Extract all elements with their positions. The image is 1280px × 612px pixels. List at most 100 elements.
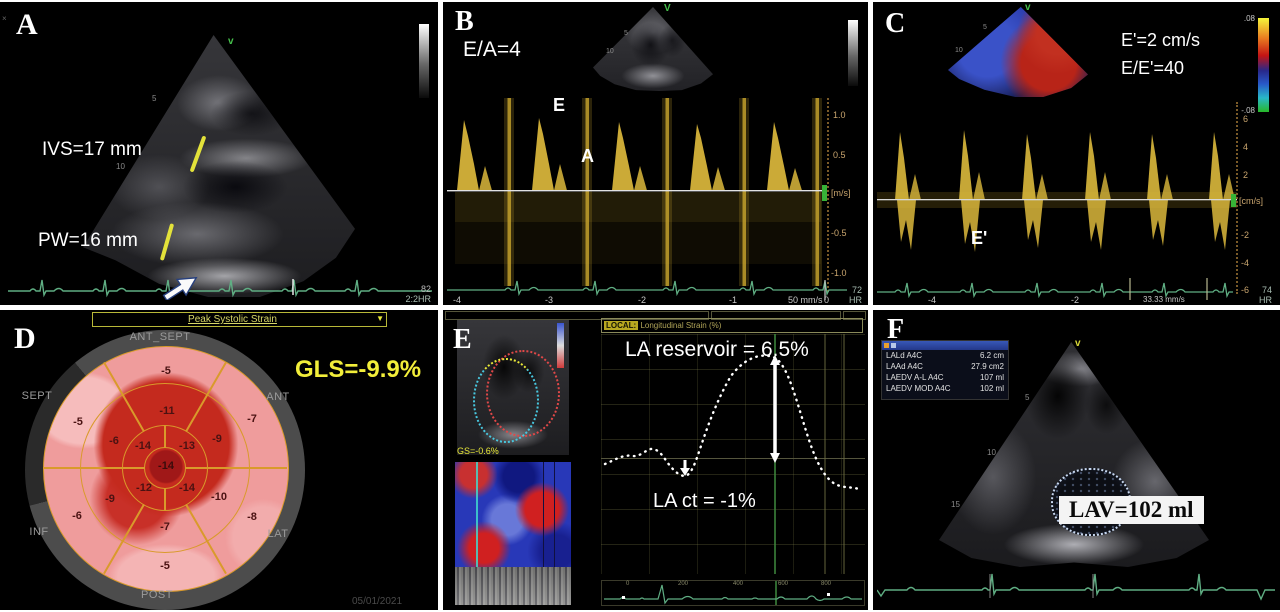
- measurement-table: LALd A4C 6.2 cm LAAd A4C 27.9 cm2 LAEDV A-…: [881, 340, 1009, 400]
- time-tick: -3: [545, 295, 554, 305]
- strain-curve-chart: LOCAL: Longitudinal Strain (%) LA reserv…: [601, 318, 865, 606]
- panel-label: E: [453, 324, 472, 355]
- sweep-speed: 33.33 mm/s: [1143, 295, 1185, 304]
- depth-mark: 5: [152, 94, 157, 103]
- velocity-axis: [827, 98, 829, 292]
- region-label: INF: [29, 526, 49, 538]
- segment-value: -11: [159, 405, 175, 417]
- segment-value: -5: [160, 560, 170, 572]
- a-wave-label: A: [581, 146, 594, 166]
- segment-value: -7: [160, 521, 170, 533]
- ea-ratio-label: E/A=4: [463, 38, 521, 61]
- mmode-cursor: [475, 462, 478, 567]
- velocity-colorbar: [1258, 18, 1269, 112]
- tissue-doppler-spectrum: [877, 130, 1237, 252]
- heart-rate-label: HR: [849, 295, 862, 305]
- segment-value: -8: [247, 511, 257, 523]
- colorbar-min: -.08: [1241, 106, 1255, 115]
- region-label: SEPT: [21, 390, 53, 402]
- panel-label: D: [14, 322, 36, 355]
- ecg-trace: [877, 573, 1275, 601]
- mmode-line: [543, 462, 545, 567]
- grayscale-bar: [848, 20, 858, 86]
- axis-tick: -1.0: [831, 268, 847, 278]
- bullseye-spoke: [43, 467, 123, 469]
- la-reservoir-label: LA reservoir = 6.5%: [625, 338, 809, 361]
- orientation-marker-icon: V: [664, 3, 671, 14]
- strain-curve: [603, 334, 863, 574]
- panel-label: F: [887, 314, 905, 345]
- colorbar-max: .08: [1243, 14, 1255, 23]
- chart-header: LOCAL: Longitudinal Strain (%): [601, 318, 863, 333]
- panel-d-strain-bullseye: Peak Systolic Strain ▼ D -5 -7 -8 -5 -6 …: [0, 310, 438, 610]
- axis-tick: -2: [1241, 230, 1250, 240]
- axis-unit: [m/s]: [831, 188, 851, 198]
- strain-colorbar: [557, 323, 564, 368]
- axis-tick: 4: [1243, 142, 1249, 152]
- axis-tick: -6: [1241, 285, 1250, 295]
- region-label: POST: [141, 589, 173, 601]
- apex-segment-value: -14: [158, 460, 174, 472]
- ecg-strip: 0 200 400 600 800: [601, 580, 865, 606]
- toolbar-segment: [711, 311, 841, 320]
- time-tick: -4: [928, 295, 937, 305]
- depth-mark: 5: [1025, 393, 1030, 402]
- axis-tick: 0.5: [833, 150, 846, 160]
- mmode-line: [553, 462, 555, 567]
- color-doppler-thumbnail: [948, 7, 1088, 97]
- panel-label: C: [885, 8, 906, 39]
- toolbar-segment: [445, 311, 709, 320]
- corner-marker: ×: [2, 14, 7, 23]
- measurement-name: LAEDV A-L A4C: [886, 373, 944, 382]
- measurement-row: LAAd A4C 27.9 cm2: [882, 361, 1008, 372]
- chart-header-title: Longitudinal Strain (%): [640, 321, 722, 330]
- strain-map-dropdown[interactable]: Peak Systolic Strain ▼: [92, 312, 387, 327]
- orientation-marker-icon: v: [228, 36, 234, 47]
- depth-mark: 10: [116, 162, 125, 171]
- doppler-spectrum: [447, 98, 827, 286]
- exam-date: 05/01/2021: [352, 596, 403, 607]
- segment-value: -14: [135, 440, 151, 452]
- time-tick: -2: [638, 295, 647, 305]
- panel-label: B: [455, 6, 474, 37]
- ecg-trace: [8, 279, 432, 298]
- e-wave-label: E: [553, 95, 566, 115]
- panel-c-tissue-doppler: C v 5 10 E'=2 cm/s E/E'=40 .08 -.08 6 4 …: [873, 2, 1280, 305]
- depth-mark: 5: [624, 30, 628, 37]
- axis-tick: -0.5: [831, 228, 847, 238]
- depth-mark: 10: [955, 47, 963, 54]
- global-strain-label: GS=-0.6%: [457, 446, 499, 456]
- measurement-value: 6.2 cm: [979, 351, 1004, 360]
- segment-value: -9: [212, 433, 222, 445]
- la-contraction-label: LA ct = -1%: [653, 490, 756, 512]
- segment-value: -12: [136, 482, 152, 494]
- annotation-arrow-icon: [162, 276, 198, 300]
- heart-rate-value: 74: [1261, 285, 1272, 295]
- measurement-name: LALd A4C: [886, 351, 923, 360]
- heart-rate-value: 82: [420, 284, 431, 294]
- segment-value: -6: [109, 435, 119, 447]
- measurement-name: LAAd A4C: [886, 362, 923, 371]
- chart-plot-area: LA reservoir = 6.5% LA ct = -1%: [601, 334, 865, 574]
- segment-value: -5: [161, 365, 171, 377]
- bullseye-spoke: [164, 488, 166, 510]
- grayscale-bar: [419, 24, 429, 98]
- time-tick: 200: [678, 581, 689, 587]
- chart-header-tag: LOCAL:: [604, 321, 639, 330]
- strain-color-mmode: [455, 462, 571, 567]
- time-tick: 0: [626, 581, 630, 587]
- ecg-trace: [877, 278, 1233, 300]
- dropdown-arrow-icon: ▼: [376, 314, 384, 323]
- segment-value: -14: [179, 482, 195, 494]
- bullseye-spoke: [164, 426, 166, 448]
- axis-unit: [cm/s]: [1239, 196, 1263, 206]
- orientation-marker-icon: v: [1075, 338, 1081, 349]
- depth-mark: 10: [987, 448, 996, 457]
- measurement-row: LAEDV A-L A4C 107 ml: [882, 372, 1008, 383]
- dropdown-label: Peak Systolic Strain: [188, 314, 277, 325]
- time-tick: -1: [729, 295, 738, 305]
- depth-mark: 10: [606, 48, 614, 55]
- heart-rate-label: 2:2HR: [405, 294, 431, 304]
- segment-value: -9: [105, 493, 115, 505]
